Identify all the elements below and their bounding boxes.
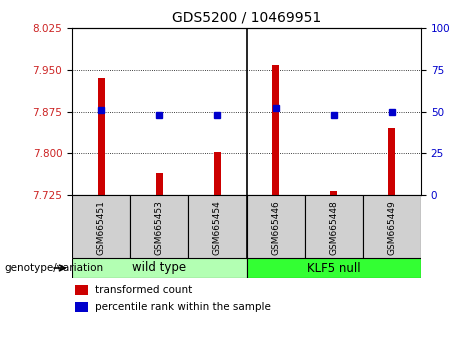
FancyBboxPatch shape (72, 258, 247, 278)
Text: wild type: wild type (132, 262, 186, 274)
Text: GSM665448: GSM665448 (329, 200, 338, 255)
Text: genotype/variation: genotype/variation (5, 263, 104, 273)
FancyBboxPatch shape (72, 195, 130, 258)
FancyBboxPatch shape (363, 195, 421, 258)
Text: GSM665451: GSM665451 (97, 200, 106, 255)
Bar (156, 173, 163, 195)
Text: KLF5 null: KLF5 null (307, 262, 361, 274)
Text: GSM665454: GSM665454 (213, 200, 222, 255)
Text: percentile rank within the sample: percentile rank within the sample (95, 302, 271, 312)
Text: GSM665446: GSM665446 (271, 200, 280, 255)
Bar (76, 302, 88, 312)
FancyBboxPatch shape (247, 258, 421, 278)
Bar (76, 285, 88, 295)
FancyBboxPatch shape (130, 195, 189, 258)
Title: GDS5200 / 10469951: GDS5200 / 10469951 (172, 10, 321, 24)
Bar (272, 65, 279, 195)
FancyBboxPatch shape (247, 195, 305, 258)
FancyBboxPatch shape (189, 195, 247, 258)
Bar (389, 128, 396, 195)
Bar (98, 78, 105, 195)
Text: transformed count: transformed count (95, 285, 192, 295)
FancyBboxPatch shape (305, 195, 363, 258)
Text: GSM665449: GSM665449 (387, 200, 396, 255)
Text: GSM665453: GSM665453 (155, 200, 164, 255)
Bar (214, 152, 221, 195)
Bar (330, 190, 337, 195)
